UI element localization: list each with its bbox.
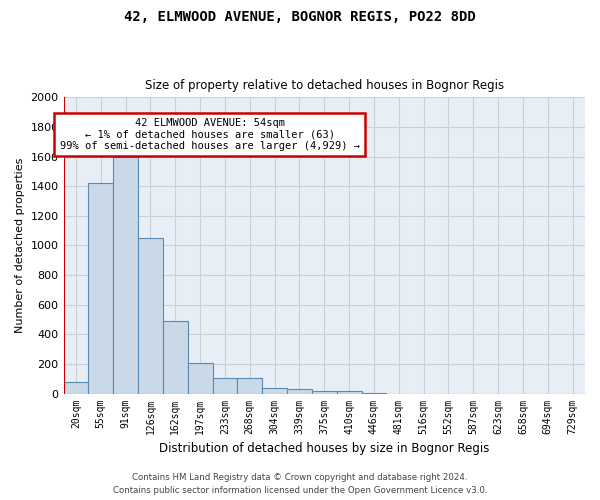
Y-axis label: Number of detached properties: Number of detached properties bbox=[15, 158, 25, 333]
Bar bbox=[188, 363, 212, 394]
Bar bbox=[163, 321, 188, 394]
Text: 42 ELMWOOD AVENUE: 54sqm
← 1% of detached houses are smaller (63)
99% of semi-de: 42 ELMWOOD AVENUE: 54sqm ← 1% of detache… bbox=[59, 118, 359, 152]
X-axis label: Distribution of detached houses by size in Bognor Regis: Distribution of detached houses by size … bbox=[159, 442, 490, 455]
Bar bbox=[212, 378, 238, 394]
Bar bbox=[64, 382, 88, 394]
Bar bbox=[138, 238, 163, 394]
Bar bbox=[88, 183, 113, 394]
Bar bbox=[362, 393, 386, 394]
Bar bbox=[113, 156, 138, 394]
Text: 42, ELMWOOD AVENUE, BOGNOR REGIS, PO22 8DD: 42, ELMWOOD AVENUE, BOGNOR REGIS, PO22 8… bbox=[124, 10, 476, 24]
Bar bbox=[238, 378, 262, 394]
Bar bbox=[337, 390, 362, 394]
Text: Contains HM Land Registry data © Crown copyright and database right 2024.
Contai: Contains HM Land Registry data © Crown c… bbox=[113, 474, 487, 495]
Title: Size of property relative to detached houses in Bognor Regis: Size of property relative to detached ho… bbox=[145, 79, 504, 92]
Bar bbox=[262, 388, 287, 394]
Bar bbox=[312, 390, 337, 394]
Bar bbox=[287, 389, 312, 394]
